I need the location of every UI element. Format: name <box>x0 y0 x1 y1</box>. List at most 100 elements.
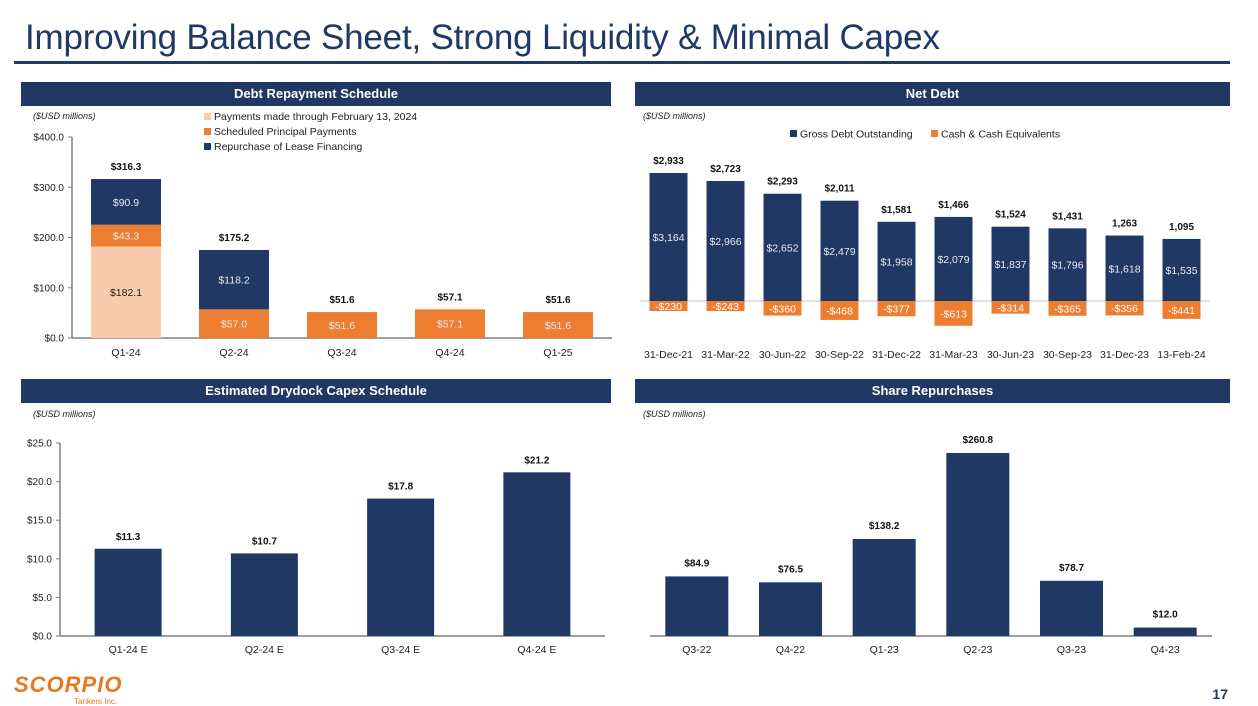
netdebt-gross-bar <box>763 193 802 301</box>
debt-total-label: $316.3 <box>111 162 142 173</box>
debt-y-tick-label: $200.0 <box>33 233 64 244</box>
drydock-category-label: Q2-24 E <box>245 644 284 656</box>
netdebt-cash-bar <box>991 301 1030 314</box>
debt-segment-label: $43.3 <box>113 231 139 243</box>
debt-bar-segment <box>91 224 161 247</box>
netdebt-cash-bar <box>649 301 688 311</box>
netdebt-cash-label: -$356 <box>1111 303 1138 315</box>
netdebt-gross-bar <box>820 200 859 301</box>
netdebt-cash-label: -$441 <box>1168 305 1195 317</box>
netdebt-cash-bar <box>706 301 745 311</box>
debt-bar-segment <box>307 312 377 338</box>
netdebt-cash-label: -$613 <box>940 308 967 320</box>
drydock-value-label: $10.7 <box>252 536 277 547</box>
net-debt-header: Net Debt <box>635 82 1230 106</box>
share-repurchases-header: Share Repurchases <box>635 379 1230 403</box>
netdebt-net-label: $2,723 <box>710 164 741 175</box>
buyback-bar <box>1133 627 1197 636</box>
netdebt-gross-label: $1,535 <box>1165 265 1197 277</box>
netdebt-cash-bar <box>1048 301 1087 316</box>
debt-category-label: Q1-25 <box>543 347 572 359</box>
drydock-category-label: Q4-24 E <box>517 644 556 656</box>
buyback-bar <box>665 576 729 636</box>
drydock-units-label: ($USD millions) <box>33 409 96 419</box>
netdebt-category-label: 30-Sep-23 <box>1043 349 1092 361</box>
drydock-value-label: $17.8 <box>388 482 413 493</box>
debt-legend-label: Repurchase of Lease Financing <box>214 141 362 153</box>
debt-category-label: Q1-24 <box>111 347 140 359</box>
debt-bar-segment <box>523 312 593 338</box>
netdebt-cash-bar <box>877 301 916 317</box>
drydock-category-label: Q1-24 E <box>109 644 148 656</box>
debt-y-tick-label: $300.0 <box>33 183 64 194</box>
logo-wordmark: SCORPIO <box>14 672 123 697</box>
drydock-y-tick-label: $5.0 <box>33 593 53 604</box>
drydock-y-tick-label: $20.0 <box>27 477 52 488</box>
netdebt-gross-label: $1,618 <box>1108 263 1140 275</box>
debt-total-label: $175.2 <box>219 233 250 244</box>
debt-legend-label: Payments made through February 13, 2024 <box>214 111 417 123</box>
netdebt-net-label: $1,581 <box>881 205 912 216</box>
page-title: Improving Balance Sheet, Strong Liquidit… <box>25 18 940 57</box>
netdebt-gross-bar <box>877 221 916 301</box>
drydock-y-tick-label: $0.0 <box>33 632 53 643</box>
debt-y-tick-label: $400.0 <box>33 133 64 144</box>
netdebt-category-label: 30-Sep-22 <box>815 349 864 361</box>
drydock-value-label: $21.2 <box>524 455 549 466</box>
netdebt-legend-swatch <box>790 130 797 137</box>
debt-segment-label: $57.1 <box>437 319 463 331</box>
debt-bar-segment <box>91 179 161 225</box>
buyback-bar <box>852 539 916 636</box>
debt-legend-swatch <box>204 113 211 120</box>
scorpio-logo: SCORPIO Tankers Inc. <box>14 672 123 706</box>
drydock-y-tick-label: $10.0 <box>27 554 52 565</box>
netdebt-cash-bar <box>934 301 973 326</box>
debt-bar-segment <box>415 309 485 338</box>
netdebt-gross-bar <box>1105 235 1144 301</box>
drydock-y-tick-label: $15.0 <box>27 516 52 527</box>
debt-category-label: Q4-24 <box>435 347 464 359</box>
netdebt-legend-label: Cash & Cash Equivalents <box>941 129 1060 141</box>
drydock-category-label: Q3-24 E <box>381 644 420 656</box>
netdebt-net-label: $2,011 <box>824 184 854 195</box>
netdebt-net-label: $2,933 <box>653 156 684 167</box>
netdebt-gross-bar <box>991 226 1030 301</box>
debt-segment-label: $57.0 <box>221 319 247 331</box>
netdebt-gross-label: $1,796 <box>1051 260 1083 272</box>
netdebt-category-label: 31-Dec-23 <box>1100 349 1149 361</box>
buyback-bar <box>759 582 822 636</box>
netdebt-cash-bar <box>1105 301 1144 316</box>
netdebt-net-label: $1,431 <box>1052 211 1083 222</box>
netdebt-cash-label: -$230 <box>655 301 682 313</box>
debt-segment-label: $90.9 <box>113 197 139 209</box>
buyback-bar <box>946 453 1010 636</box>
debt-segment-label: $118.2 <box>218 275 249 287</box>
buyback-category-label: Q2-23 <box>963 644 992 656</box>
buyback-category-label: Q4-22 <box>776 644 805 656</box>
netdebt-gross-label: $2,966 <box>709 236 741 248</box>
buyback-category-label: Q4-23 <box>1151 644 1180 656</box>
debt-total-label: $57.1 <box>437 292 462 303</box>
netdebt-gross-label: $3,164 <box>652 232 684 244</box>
debt-category-label: Q3-24 <box>327 347 356 359</box>
netdebt-cash-label: -$360 <box>769 303 796 315</box>
netdebt-legend-swatch <box>931 130 938 137</box>
debt-units-label: ($USD millions) <box>33 111 96 121</box>
netdebt-cash-label: -$243 <box>712 301 739 313</box>
netdebt-gross-bar <box>1162 238 1201 301</box>
netdebt-gross-label: $1,958 <box>880 256 912 268</box>
debt-y-tick-label: $100.0 <box>33 283 64 294</box>
debt-bar-segment <box>199 309 269 338</box>
drydock-y-tick-label: $25.0 <box>27 439 52 450</box>
netdebt-net-label: $2,293 <box>767 177 798 188</box>
drydock-bar <box>503 472 571 636</box>
netdebt-legend-label: Gross Debt Outstanding <box>800 129 913 141</box>
netdebt-category-label: 31-Dec-22 <box>872 349 921 361</box>
buyback-bar <box>1040 580 1103 636</box>
netdebt-gross-bar <box>649 173 688 301</box>
netdebt-category-label: 31-Mar-23 <box>929 349 978 361</box>
netdebt-cash-label: -$314 <box>997 302 1024 314</box>
debt-total-label: $51.6 <box>545 295 570 306</box>
debt-legend-swatch <box>204 128 211 135</box>
